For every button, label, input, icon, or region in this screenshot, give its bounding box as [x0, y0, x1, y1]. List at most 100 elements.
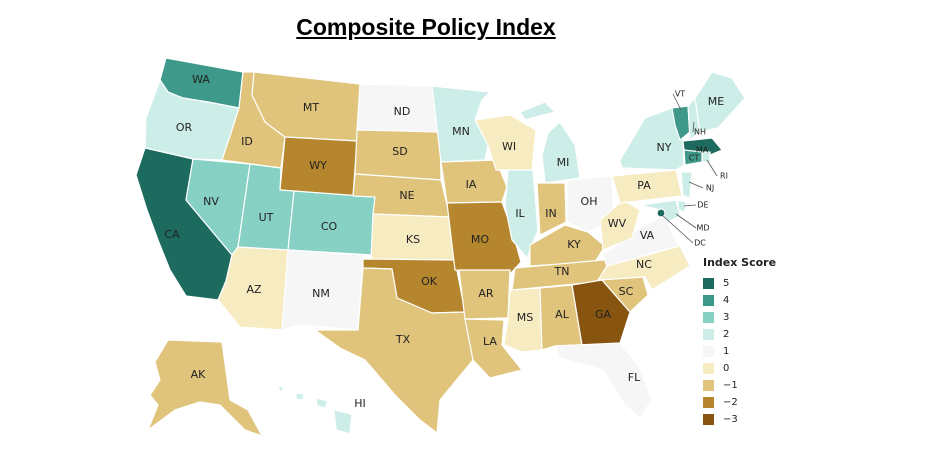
state-AK [147, 339, 263, 437]
leader-MD [675, 213, 697, 229]
label-AL: AL [555, 308, 570, 321]
leader-VT [672, 93, 682, 111]
state-WV [599, 199, 641, 251]
label-WI: WI [502, 140, 516, 153]
state-MI [519, 101, 581, 184]
legend-label: 4 [723, 295, 730, 306]
label-MI: MI [557, 156, 570, 169]
legend-label: 1 [723, 346, 730, 357]
label-RI: RI [720, 172, 728, 181]
label-CO: CO [321, 220, 338, 233]
label-VA: VA [640, 229, 655, 242]
legend-label: 5 [723, 278, 730, 289]
label-VT: VT [675, 90, 685, 99]
state-NM [281, 249, 364, 331]
label-NH: NH [694, 128, 706, 137]
label-ND: ND [394, 105, 411, 118]
label-OK: OK [421, 275, 438, 288]
state-DC [656, 208, 666, 218]
label-IA: IA [466, 178, 477, 191]
label-NC: NC [636, 258, 652, 271]
legend: Index Score 5 4 3 2 1 0 −1 −2 −3 [703, 256, 776, 428]
label-MA: MA [696, 146, 709, 155]
state-LA [464, 318, 523, 379]
legend-item: 0 [703, 360, 776, 377]
label-KY: KY [567, 238, 581, 251]
label-PA: PA [637, 179, 651, 192]
legend-item: 3 [703, 309, 776, 326]
label-AR: AR [478, 287, 494, 300]
legend-label: −2 [723, 397, 738, 408]
legend-item: −1 [703, 377, 776, 394]
legend-swatch [703, 414, 714, 425]
label-WA: WA [192, 73, 210, 86]
label-OR: OR [176, 121, 193, 134]
label-NY: NY [657, 141, 672, 154]
state-NY [619, 107, 685, 171]
state-MD [639, 199, 681, 223]
label-SD: SD [392, 145, 407, 158]
label-NV: NV [203, 195, 219, 208]
label-TX: TX [395, 333, 411, 346]
legend-label: −1 [723, 380, 738, 391]
label-WV: WV [608, 217, 627, 230]
label-MT: MT [303, 101, 319, 114]
state-FL [554, 342, 653, 419]
state-PA [611, 169, 683, 204]
label-CA: CA [164, 228, 180, 241]
label-NE: NE [399, 189, 414, 202]
state-NC [597, 245, 691, 291]
label-KS: KS [406, 233, 420, 246]
label-IN: IN [545, 207, 556, 220]
legend-swatch [703, 329, 714, 340]
legend-swatch [703, 363, 714, 374]
legend-item: −2 [703, 394, 776, 411]
label-AK: AK [191, 368, 207, 381]
label-CT: CT [689, 154, 700, 163]
label-ID: ID [241, 135, 253, 148]
leader-NJ [688, 181, 704, 189]
legend-title: Index Score [703, 256, 777, 269]
leader-DE [683, 204, 697, 207]
legend-label: −3 [723, 414, 738, 425]
map-title: Composite Policy Index [296, 14, 556, 40]
label-MS: MS [517, 311, 533, 324]
legend-item: 4 [703, 292, 776, 309]
legend-swatch [703, 278, 714, 289]
legend-swatch [703, 312, 714, 323]
label-AZ: AZ [246, 283, 262, 296]
label-MO: MO [471, 233, 489, 246]
legend-item: 1 [703, 343, 776, 360]
state-MO [446, 201, 522, 275]
label-HI: HI [354, 397, 366, 410]
legend-label: 2 [723, 329, 730, 340]
label-NM: NM [312, 287, 330, 300]
state-TX [314, 267, 474, 434]
state-IN [536, 182, 567, 236]
label-NJ: NJ [706, 184, 714, 193]
label-WY: WY [309, 159, 327, 172]
state-ME [694, 71, 746, 133]
state-VT [671, 105, 691, 141]
state-HI [277, 384, 353, 435]
label-DC: DC [694, 239, 706, 248]
label-FL: FL [628, 371, 641, 384]
legend-item: 5 [703, 275, 776, 292]
state-IA [440, 159, 508, 204]
label-MD: MD [696, 224, 709, 233]
label-ME: ME [708, 95, 724, 108]
label-UT: UT [259, 211, 274, 224]
label-IL: IL [515, 207, 525, 220]
legend-label: 0 [723, 363, 730, 374]
legend-swatch [703, 380, 714, 391]
label-DE: DE [697, 201, 708, 210]
legend-swatch [703, 295, 714, 306]
label-MN: MN [452, 125, 470, 138]
legend-swatch [703, 397, 714, 408]
label-LA: LA [483, 335, 497, 348]
leader-DC [661, 214, 694, 244]
legend-swatch [703, 346, 714, 357]
label-TN: TN [554, 265, 570, 278]
leader-RI [706, 159, 718, 177]
